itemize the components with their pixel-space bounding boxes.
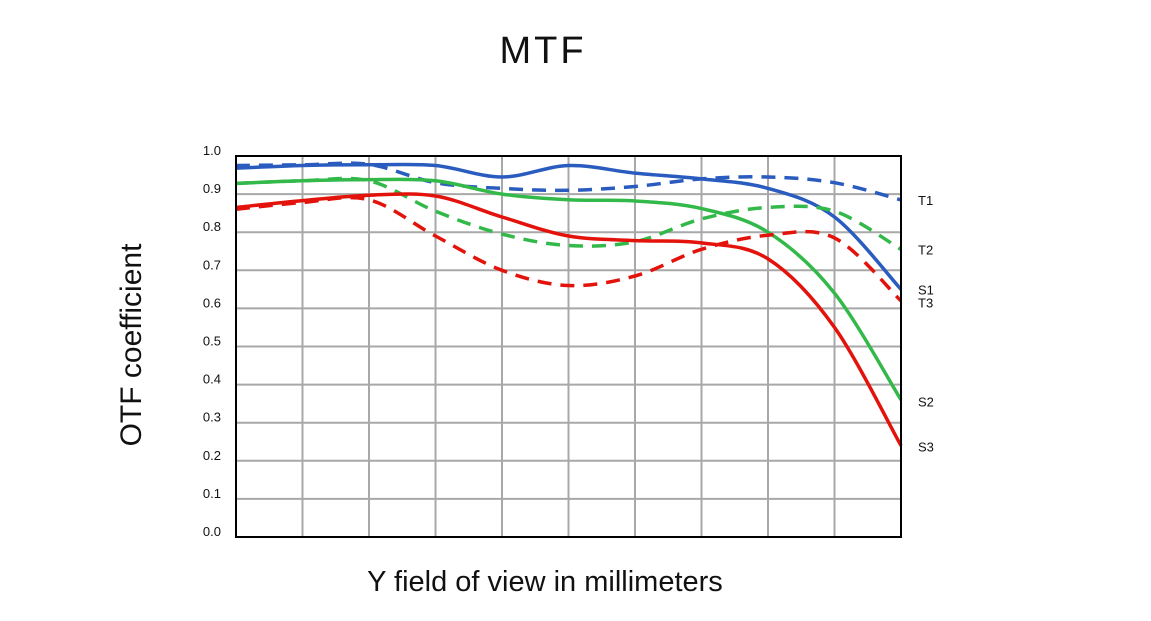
- end-label-s3: S3: [918, 440, 934, 455]
- series-line-s2: [235, 177, 903, 401]
- end-label-t3: T3: [918, 296, 933, 311]
- end-label-t2: T2: [918, 242, 933, 257]
- series-line-s1: [235, 162, 903, 291]
- y-tick-label: 0.1: [203, 486, 221, 501]
- series-lines: [235, 161, 903, 447]
- y-tick-label: 0.9: [203, 181, 221, 196]
- y-tick-label: 0.6: [203, 295, 221, 310]
- y-tick-labels: 0.0 0.1 0.2 0.3 0.4 0.5 0.6 0.7 0.8 0.9 1.0: [203, 143, 221, 539]
- series-line-s3: [235, 192, 903, 447]
- end-label-s1: S1: [918, 282, 934, 297]
- chart-title: MTF: [499, 30, 587, 72]
- series-line-t1: [235, 161, 902, 202]
- grid: [235, 155, 902, 538]
- end-label-t1: T1: [918, 193, 933, 208]
- y-tick-label: 0.2: [203, 448, 221, 463]
- y-tick-label: 0.7: [203, 257, 221, 272]
- y-tick-label: 0.5: [203, 334, 221, 349]
- y-tick-label: 0.8: [203, 219, 221, 234]
- y-tick-label: 1.0: [203, 143, 221, 158]
- plot-frame: [235, 155, 902, 538]
- x-axis-label: Y field of view in millimeters: [367, 566, 723, 598]
- y-tick-label: 0.4: [203, 372, 221, 387]
- y-tick-label: 0.0: [203, 524, 221, 539]
- y-tick-label: 0.3: [203, 410, 221, 425]
- end-label-s2: S2: [918, 395, 934, 410]
